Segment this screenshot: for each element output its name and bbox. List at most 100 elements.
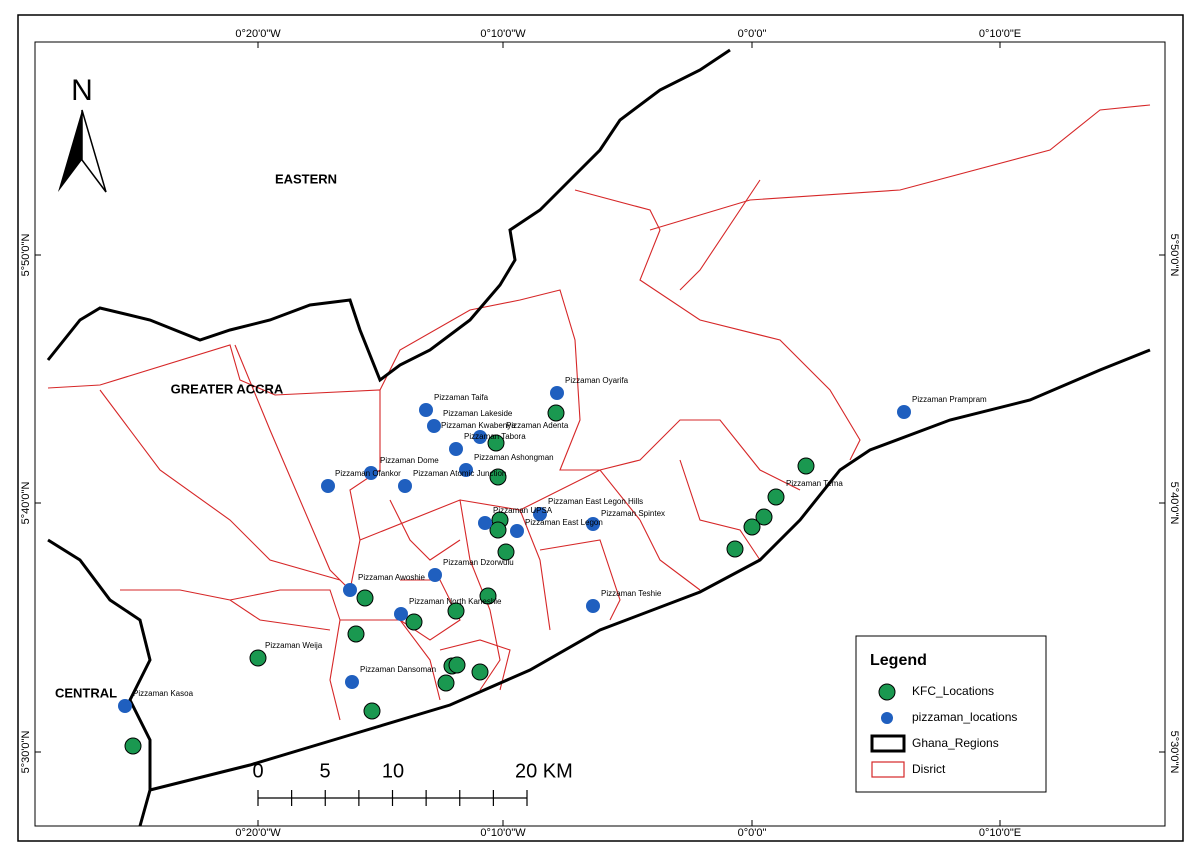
scale-label: 0 xyxy=(252,760,263,782)
place-label: Pizzaman Tema xyxy=(786,479,843,488)
kfc-location xyxy=(471,663,489,681)
kfc-location xyxy=(743,518,761,536)
legend-item: Ghana_Regions xyxy=(912,736,999,750)
pizzaman-location xyxy=(428,568,442,582)
legend-pizzaman-symbol xyxy=(881,712,893,724)
legend-district-symbol xyxy=(871,761,905,778)
kfc-location xyxy=(547,404,565,422)
place-label: Pizzaman Oyarifa xyxy=(565,376,629,385)
north-label: N xyxy=(71,74,93,107)
pizzaman-location xyxy=(586,599,600,613)
region-label: CENTRAL xyxy=(55,685,117,700)
longitude-label: 0°20'0"W xyxy=(235,827,281,839)
longitude-label: 0°0'0" xyxy=(738,28,767,40)
legend: Legend KFC_Locations pizzaman_locations … xyxy=(855,635,1047,793)
place-label: Pizzaman Atomic Junction xyxy=(413,469,506,478)
place-label: Pizzaman Ashongman xyxy=(474,453,554,462)
legend-item: Disrict xyxy=(912,762,946,776)
legend-title: Legend xyxy=(870,652,927,669)
place-label: Pizzaman Taifa xyxy=(434,393,489,402)
pizzaman-location xyxy=(321,479,335,493)
latitude-label: 5°40'0"N xyxy=(20,482,32,525)
kfc-location xyxy=(405,613,423,631)
pizzaman-location xyxy=(345,675,359,689)
scale-label: 20 KM xyxy=(515,760,573,782)
legend-kfc-symbol xyxy=(878,683,896,701)
region-boundaries xyxy=(46,48,1151,827)
kfc-location xyxy=(797,457,815,475)
kfc-location xyxy=(767,488,785,506)
pizzaman-location xyxy=(459,463,473,477)
kfc-location xyxy=(448,656,466,674)
kfc-location xyxy=(356,589,374,607)
place-label: Pizzaman Kasoa xyxy=(133,689,194,698)
pizzaman-location xyxy=(478,516,492,530)
place-label: Pizzaman Kwabenya xyxy=(441,421,516,430)
place-label: Pizzaman Dansoman xyxy=(360,665,436,674)
north-arrow: N xyxy=(58,74,107,193)
place-label: Pizzaman Teshie xyxy=(601,589,662,598)
place-label: Pizzaman Adenta xyxy=(506,421,569,430)
place-label: Pizzaman Spintex xyxy=(601,509,665,518)
place-label: Pizzaman UPSA xyxy=(493,506,553,515)
pizzaman-location xyxy=(398,479,412,493)
place-label: Pizzaman Dome xyxy=(380,456,439,465)
longitude-label: 0°20'0"W xyxy=(235,28,281,40)
place-label: Pizzaman Tabora xyxy=(464,432,526,441)
longitude-label: 0°10'0"E xyxy=(979,28,1021,40)
place-label: Pizzaman Ofankor xyxy=(335,469,401,478)
kfc-location xyxy=(497,543,515,561)
legend-item: pizzaman_locations xyxy=(912,710,1017,724)
legend-item: KFC_Locations xyxy=(912,684,994,698)
longitude-label: 0°10'0"W xyxy=(480,827,526,839)
kfc-location xyxy=(755,508,773,526)
pizzaman-location xyxy=(449,442,463,456)
kfc-location xyxy=(479,587,497,605)
pizzaman-location xyxy=(394,607,408,621)
scale-label: 10 xyxy=(382,760,404,782)
place-label: Pizzaman Awoshie xyxy=(358,573,426,582)
kfc-location xyxy=(447,602,465,620)
pizzaman-location xyxy=(364,466,378,480)
pizzaman-location xyxy=(533,507,547,521)
latitude-label: 5°30'0"N xyxy=(20,731,32,774)
region-label: GREATER ACCRA xyxy=(171,381,284,396)
places: EASTERN GREATER ACCRA CENTRAL Pizzaman Oyar… xyxy=(55,171,987,755)
arrow-left xyxy=(58,110,82,192)
kfc-location xyxy=(347,625,365,643)
place-label: Pizzaman Weija xyxy=(265,641,323,650)
region-label: EASTERN xyxy=(275,171,337,186)
kfc-location xyxy=(487,434,505,452)
pizzaman-location xyxy=(473,430,487,444)
district-boundaries xyxy=(47,104,1151,721)
place-label: Pizzaman Lakeside xyxy=(443,409,513,418)
kfc-location xyxy=(489,468,507,486)
kfc-location xyxy=(249,649,267,667)
legend-region-symbol xyxy=(870,734,906,753)
kfc-location xyxy=(363,702,381,720)
kfc-location xyxy=(437,674,455,692)
kfc-location xyxy=(124,737,142,755)
latitude-label: 5°50'0"N xyxy=(1168,234,1180,277)
longitude-label: 0°10'0"W xyxy=(480,28,526,40)
pizzaman-location xyxy=(897,405,911,419)
kfc-location xyxy=(489,521,507,539)
pizzaman-location xyxy=(586,517,600,531)
latitude-label: 5°30'0"N xyxy=(1168,731,1180,774)
pizzaman-location xyxy=(118,699,132,713)
arrow-right xyxy=(81,109,107,193)
scale-bar: 0 5 10 20 KM xyxy=(252,760,573,806)
scale-label: 5 xyxy=(319,760,330,782)
place-label: Pizzaman Prampram xyxy=(912,395,987,404)
place-label: Pizzaman East Legon Hills xyxy=(548,497,643,506)
latitude-label: 5°40'0"N xyxy=(1168,482,1180,525)
pizzaman-location xyxy=(550,386,564,400)
place-label: Pizzaman Dzorwulu xyxy=(443,558,514,567)
place-label: Pizzaman East Legon xyxy=(525,518,603,527)
graticule: 0°20'0"W 0°20'0"W 0°10'0"W 0°10'0"W 0°0'0" 0°… xyxy=(20,28,1180,839)
latitude-label: 5°50'0"N xyxy=(20,234,32,277)
pizzaman-location xyxy=(427,419,441,433)
longitude-label: 0°10'0"E xyxy=(979,827,1021,839)
longitude-label: 0°0'0" xyxy=(738,827,767,839)
